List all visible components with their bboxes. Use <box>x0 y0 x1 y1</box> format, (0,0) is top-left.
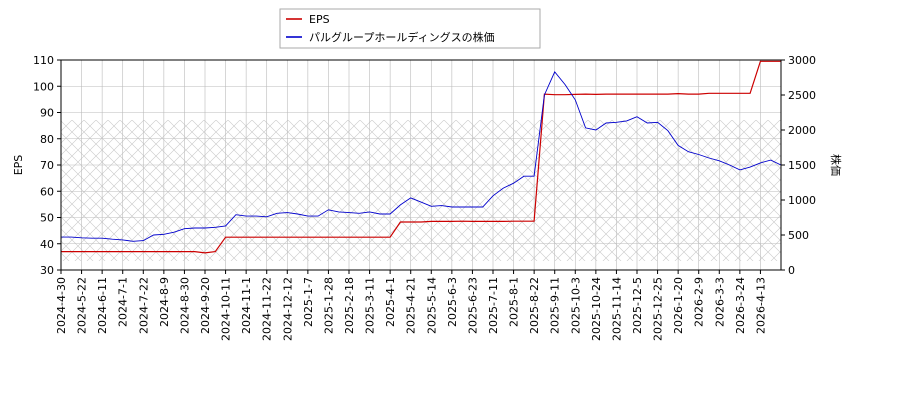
y-tick-label: 80 <box>40 133 54 146</box>
x-tick-label: 2025-1-7 <box>302 277 315 327</box>
x-tick-label: 2024-11-22 <box>261 277 274 341</box>
legend-label: パルグループホールディングスの株価 <box>309 30 495 44</box>
x-tick-label: 2025-10-3 <box>569 277 582 334</box>
y2-axis-label: 株価 <box>829 154 843 176</box>
x-tick-label: 2026-2-9 <box>693 277 706 327</box>
x-tick-label: 2025-6-23 <box>466 277 479 334</box>
y-tick-label: 40 <box>40 238 54 251</box>
y2-tick-label: 500 <box>788 229 809 242</box>
y-tick-label: 110 <box>33 54 54 67</box>
x-tick-label: 2025-6-3 <box>446 277 459 327</box>
x-tick-label: 2024-8-9 <box>158 277 171 327</box>
x-tick-label: 2024-11-1 <box>240 277 253 334</box>
x-tick-label: 2025-3-11 <box>364 277 377 334</box>
x-tick-label: 2025-7-11 <box>487 277 500 334</box>
series-line <box>61 71 782 242</box>
y2-tick-label: 0 <box>788 264 795 277</box>
x-tick-label: 2025-5-14 <box>425 277 438 334</box>
x-tick-label: 2024-5-22 <box>76 277 89 334</box>
y2-tick-label: 2000 <box>788 124 816 137</box>
y2-tick-label: 2500 <box>788 89 816 102</box>
x-tick-label: 2025-4-21 <box>405 277 418 334</box>
x-tick-label: 2025-8-22 <box>528 277 541 334</box>
x-tick-label: 2025-10-24 <box>590 277 603 341</box>
legend-label: EPS <box>309 13 330 26</box>
x-tick-label: 2024-12-12 <box>281 277 294 341</box>
y2-tick-label: 3000 <box>788 54 816 67</box>
x-tick-label: 2025-1-28 <box>322 277 335 334</box>
y-tick-label: 50 <box>40 212 54 225</box>
x-tick-label: 2025-9-11 <box>549 277 562 334</box>
y2-tick-label: 1500 <box>788 159 816 172</box>
y-tick-label: 100 <box>33 80 54 93</box>
hatch-band <box>61 120 781 261</box>
x-tick-label: 2026-4-13 <box>754 277 767 334</box>
x-tick-label: 2024-4-30 <box>55 277 68 334</box>
x-tick-label: 2025-11-14 <box>610 277 623 341</box>
x-tick-label: 2025-4-1 <box>384 277 397 327</box>
x-tick-label: 2025-8-1 <box>508 277 521 327</box>
y-axis-label: EPS <box>12 155 25 176</box>
x-tick-label: 2026-3-3 <box>713 277 726 327</box>
x-tick-label: 2025-12-25 <box>652 277 665 341</box>
y-tick-label: 90 <box>40 107 54 120</box>
x-tick-label: 2025-2-18 <box>343 277 356 334</box>
y-tick-label: 70 <box>40 159 54 172</box>
x-tick-label: 2024-6-11 <box>96 277 109 334</box>
y2-tick-label: 1000 <box>788 194 816 207</box>
x-tick-label: 2026-1-20 <box>672 277 685 334</box>
x-tick-label: 2024-8-30 <box>178 277 191 334</box>
x-tick-label: 2024-10-11 <box>220 277 233 341</box>
x-tick-label: 2026-3-24 <box>734 277 747 334</box>
legend <box>279 8 541 49</box>
y-tick-label: 60 <box>40 185 54 198</box>
x-tick-label: 2024-7-22 <box>137 277 150 334</box>
x-tick-label: 2024-9-20 <box>199 277 212 334</box>
x-tick-label: 2024-7-1 <box>117 277 130 327</box>
series-line <box>61 60 781 254</box>
x-tick-label: 2025-12-5 <box>631 277 644 334</box>
y-tick-label: 30 <box>40 264 54 277</box>
